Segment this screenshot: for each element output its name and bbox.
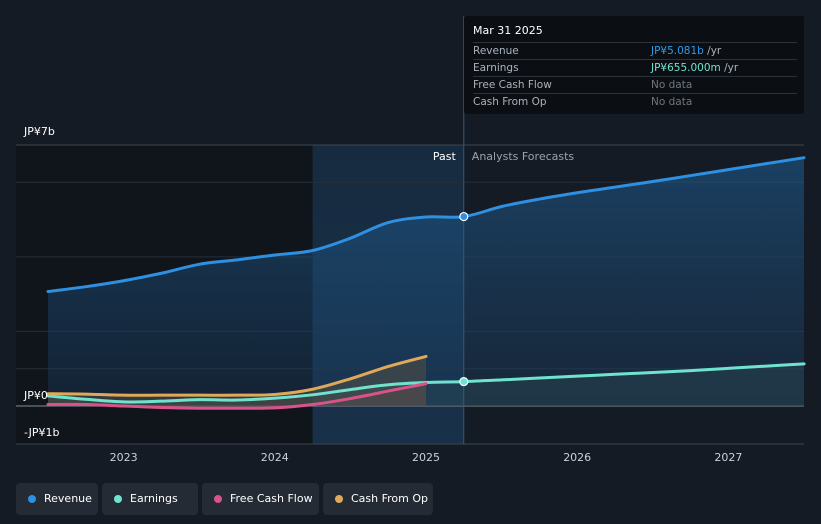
legend-item-revenue[interactable]: Revenue (16, 483, 98, 515)
tooltip-row-earnings: Earnings JP¥655.000m /yr (473, 59, 797, 77)
revenue-area (48, 157, 804, 406)
x-tick-label: 2025 (412, 451, 440, 464)
tooltip-cfo-value: No data (651, 96, 693, 108)
tooltip: Mar 31 2025 Revenue JP¥5.081b /yr Earnin… (464, 16, 804, 114)
tooltip-earnings-value: JP¥655.000m (651, 62, 721, 74)
tooltip-cfo-label: Cash From Op (473, 96, 547, 108)
y-tick-label: -JP¥1b (24, 426, 59, 439)
forecast-label: Analysts Forecasts (472, 150, 575, 163)
x-tick-label: 2023 (110, 451, 138, 464)
tooltip-revenue-unit: /yr (703, 45, 722, 57)
legend-item-free-cash-flow[interactable]: Free Cash Flow (202, 483, 319, 515)
tooltip-fcf-label: Free Cash Flow (473, 79, 552, 91)
free-cash-flow-dot-icon (214, 495, 222, 503)
revenue-line (46, 156, 806, 294)
tooltip-row-revenue: Revenue JP¥5.081b /yr (473, 42, 797, 60)
legend-item-earnings[interactable]: Earnings (102, 483, 198, 515)
tooltip-fcf-value: No data (651, 79, 693, 91)
tooltip-revenue-value-wrap: JP¥5.081b /yr (651, 45, 721, 57)
legend-item-cash-from-op[interactable]: Cash From Op (323, 483, 433, 515)
tooltip-earnings-unit: /yr (720, 62, 739, 74)
earnings-dot-icon (114, 495, 122, 503)
legend-cash-from-op-label: Cash From Op (351, 492, 429, 505)
y-tick-label: JP¥7b (23, 125, 55, 138)
cash-from-op-line (46, 354, 428, 397)
free-cash-flow-line (46, 382, 428, 410)
legend-free-cash-flow-label: Free Cash Flow (230, 492, 313, 505)
tooltip-cfo-value-wrap: No data (651, 96, 692, 108)
revenue-marker[interactable] (459, 211, 469, 222)
revenue-dot-icon (28, 495, 36, 503)
tooltip-date: Mar 31 2025 (473, 24, 543, 37)
y-tick-label: JP¥0 (23, 389, 48, 402)
tooltip-row-fcf: Free Cash Flow No data (473, 76, 797, 94)
x-tick-label: 2027 (714, 451, 742, 464)
tooltip-fcf-value-wrap: No data (651, 79, 692, 91)
tooltip-revenue-value: JP¥5.081b (651, 45, 704, 57)
x-tick-label: 2024 (261, 451, 289, 464)
tooltip-revenue-label: Revenue (473, 45, 519, 57)
tooltip-row-cfo: Cash From Op No data (473, 93, 797, 111)
past-label: Past (433, 150, 457, 163)
earnings-marker[interactable] (459, 376, 469, 387)
legend-revenue-label: Revenue (44, 492, 92, 505)
x-tick-label: 2026 (563, 451, 591, 464)
legend-earnings-label: Earnings (130, 492, 178, 505)
tooltip-earnings-label: Earnings (473, 62, 519, 74)
tooltip-earnings-value-wrap: JP¥655.000m /yr (651, 62, 738, 74)
cash-from-op-dot-icon (335, 495, 343, 503)
